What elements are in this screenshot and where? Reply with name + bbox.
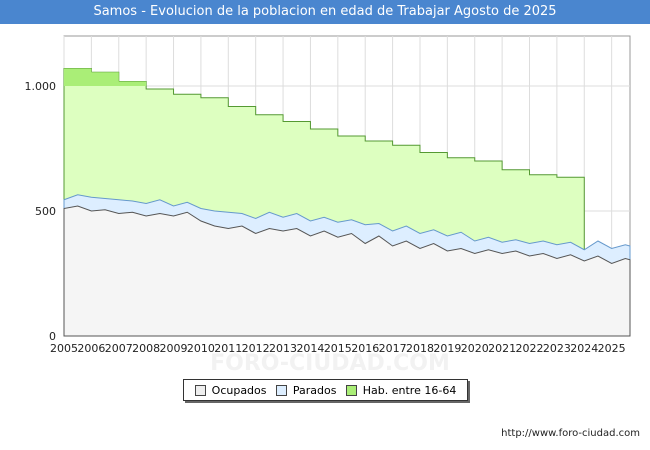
x-tick-label: 2022 <box>516 342 544 355</box>
series-area-ocupados <box>63 205 631 337</box>
x-tick-label: 2007 <box>105 342 133 355</box>
legend-swatch-hab <box>345 384 357 396</box>
x-tick-label: 2019 <box>433 342 461 355</box>
x-tick-label: 2015 <box>324 342 352 355</box>
series-area-hab-top <box>64 68 147 86</box>
chart-title: Samos - Evolucion de la poblacion en eda… <box>0 0 650 24</box>
x-tick-label: 2012 <box>242 342 270 355</box>
legend-swatch-parados <box>275 384 287 396</box>
series-areas <box>63 68 631 337</box>
x-tick-label: 2008 <box>132 342 160 355</box>
x-tick-label: 2013 <box>269 342 297 355</box>
x-axis-ticks: 2005 2006 2007 2008 2009 2010 2011 2012 2013 2014… <box>50 342 626 355</box>
x-tick-label: 2005 <box>50 342 78 355</box>
x-tick-label: 2018 <box>406 342 434 355</box>
x-tick-label: 2017 <box>379 342 407 355</box>
legend-swatch-ocupados <box>194 384 206 396</box>
legend-label-parados: Parados <box>292 383 337 397</box>
legend-item-parados: Parados <box>275 383 337 397</box>
x-tick-label: 2006 <box>77 342 105 355</box>
legend-item-hab: Hab. entre 16-64 <box>345 383 457 397</box>
legend-label-ocupados: Ocupados <box>211 383 267 397</box>
x-tick-label: 2024 <box>570 342 598 355</box>
legend-label-hab: Hab. entre 16-64 <box>362 383 457 397</box>
x-tick-label: 2023 <box>543 342 571 355</box>
x-tick-label: 2009 <box>160 342 188 355</box>
x-tick-label: 2021 <box>488 342 516 355</box>
y-tick-label: 0 <box>49 330 56 343</box>
x-tick-label: 2020 <box>461 342 489 355</box>
source-link[interactable]: http://www.foro-ciudad.com <box>501 428 640 439</box>
legend-item-ocupados: Ocupados <box>194 383 267 397</box>
x-tick-label: 2016 <box>351 342 379 355</box>
y-axis-ticks: 0 500 1.000 <box>25 80 57 343</box>
y-tick-label: 1.000 <box>25 80 57 93</box>
x-tick-label: 2025 <box>598 342 626 355</box>
watermark: FORO-CIUDAD.COM <box>210 351 450 376</box>
x-tick-label: 2011 <box>214 342 242 355</box>
y-tick-label: 500 <box>35 205 56 218</box>
x-tick-label: 2010 <box>187 342 215 355</box>
x-tick-label: 2014 <box>296 342 324 355</box>
legend: Ocupados Parados Hab. entre 16-64 <box>183 379 468 401</box>
